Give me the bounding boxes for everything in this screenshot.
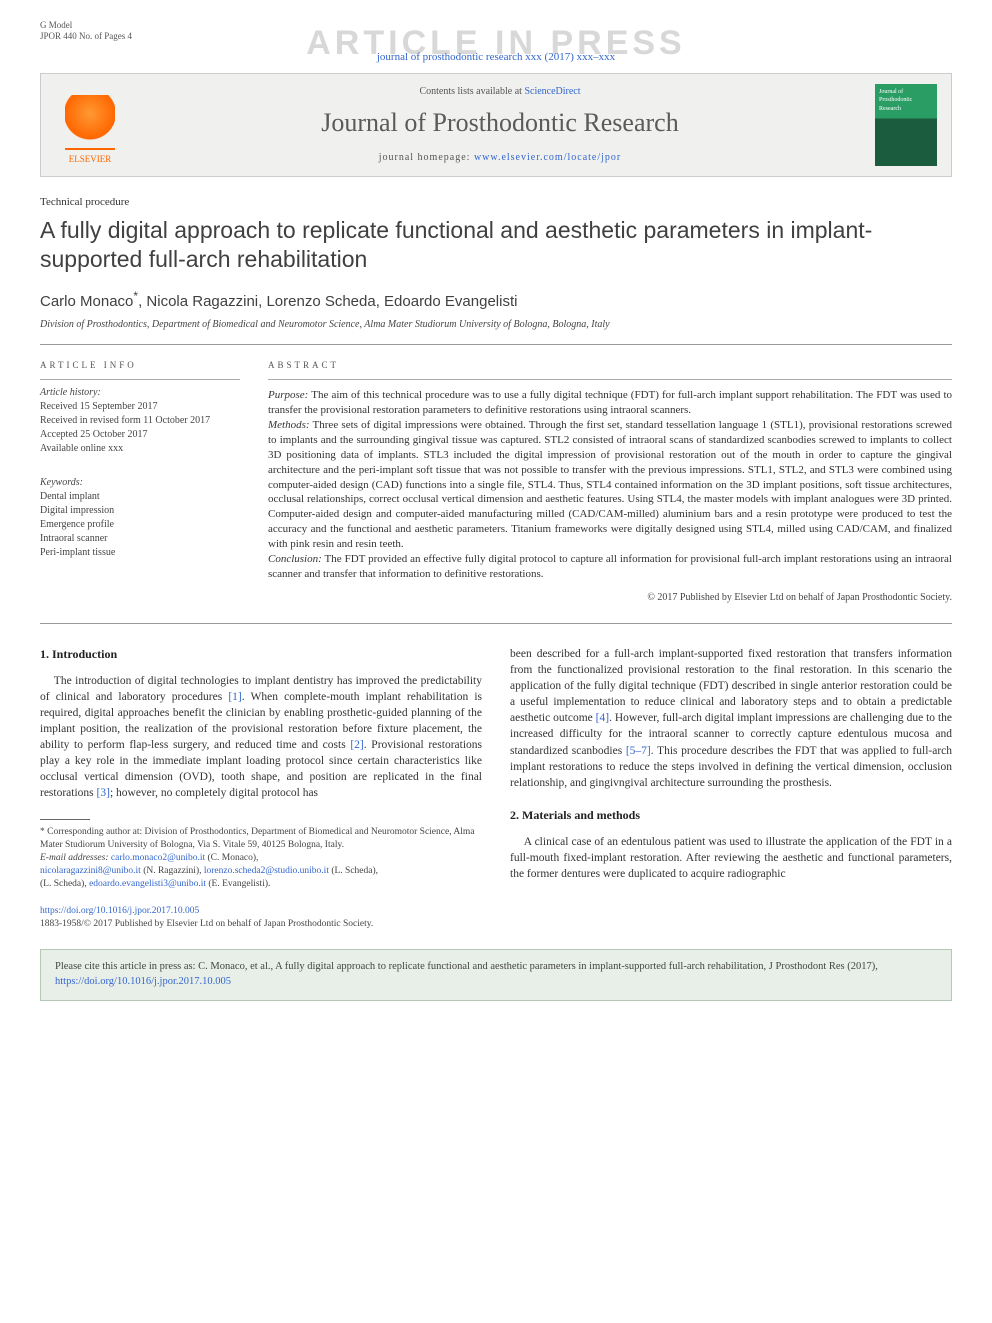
email-addresses: E-mail addresses: carlo.monaco2@unibo.it…	[40, 852, 482, 890]
intro-paragraph-1: The introduction of digital technologies…	[40, 673, 482, 802]
divider	[40, 344, 952, 345]
journal-citation: journal of prosthodontic research xxx (2…	[40, 50, 952, 65]
affiliation: Division of Prosthodontics, Department o…	[40, 318, 952, 332]
body-col-left: 1. Introduction The introduction of digi…	[40, 646, 482, 891]
received-date: Received 15 September 2017	[40, 400, 240, 414]
cite-text: Please cite this article in press as: C.…	[55, 961, 878, 972]
corresponding-author: * Corresponding author at: Division of P…	[40, 826, 482, 852]
ref-link-2[interactable]: [2]	[350, 739, 363, 751]
header-center: Contents lists available at ScienceDirec…	[139, 85, 861, 165]
accepted-date: Accepted 25 October 2017	[40, 428, 240, 442]
citation-box: Please cite this article in press as: C.…	[40, 949, 952, 1000]
keywords-label: Keywords:	[40, 476, 240, 490]
keyword: Peri-implant tissue	[40, 546, 240, 560]
email-link[interactable]: carlo.monaco2@unibo.it	[111, 853, 205, 863]
info-abstract-row: ARTICLE INFO Article history: Received 1…	[40, 359, 952, 605]
article-type: Technical procedure	[40, 195, 952, 210]
divider	[40, 623, 952, 624]
gmodel-header: G Model JPOR 440 No. of Pages 4	[40, 20, 952, 42]
intro-paragraph-2: been described for a full-arch implant-s…	[510, 646, 952, 791]
cover-text: Journal of Prosthodontic Research	[879, 88, 933, 113]
contents-prefix: Contents lists available at	[419, 86, 524, 97]
keyword: Digital impression	[40, 504, 240, 518]
article-title: A fully digital approach to replicate fu…	[40, 216, 952, 274]
email-label: E-mail addresses:	[40, 853, 111, 863]
sciencedirect-link[interactable]: ScienceDirect	[524, 86, 580, 97]
authors: Carlo Monaco*, Nicola Ragazzini, Lorenzo…	[40, 288, 952, 312]
keyword: Intraoral scanner	[40, 532, 240, 546]
article-info-column: ARTICLE INFO Article history: Received 1…	[40, 359, 240, 605]
email-name: (N. Ragazzini),	[141, 866, 204, 876]
issn-line: 1883-1958/© 2017 Published by Elsevier L…	[40, 918, 952, 931]
purpose-label: Purpose:	[268, 389, 308, 401]
email-link[interactable]: nicolaragazzini8@unibo.it	[40, 866, 141, 876]
gmodel-line1: G Model	[40, 20, 952, 31]
intro-heading: 1. Introduction	[40, 646, 482, 663]
homepage-line: journal homepage: www.elsevier.com/locat…	[139, 151, 861, 165]
homepage-prefix: journal homepage:	[379, 152, 474, 163]
conclusion-text: The FDT provided an effective fully digi…	[268, 553, 952, 580]
gmodel-line2: JPOR 440 No. of Pages 4	[40, 31, 952, 42]
methods-text: Three sets of digital impressions were o…	[268, 419, 952, 550]
abstract-heading: ABSTRACT	[268, 359, 952, 372]
footnote-divider	[40, 819, 90, 820]
body-col-right: been described for a full-arch implant-s…	[510, 646, 952, 891]
history-label: Article history:	[40, 386, 240, 400]
email-name: (L. Scheda),	[329, 866, 378, 876]
elsevier-logo: ELSEVIER	[55, 84, 125, 166]
contents-line: Contents lists available at ScienceDirec…	[139, 85, 861, 99]
journal-name: Journal of Prosthodontic Research	[139, 105, 861, 141]
journal-cover-thumbnail: Journal of Prosthodontic Research	[875, 84, 937, 166]
article-history: Article history: Received 15 September 2…	[40, 379, 240, 456]
conclusion-label: Conclusion:	[268, 553, 322, 565]
methods-label: Methods:	[268, 419, 310, 431]
email-name: (E. Evangelisti).	[206, 879, 270, 889]
body-columns: 1. Introduction The introduction of digi…	[40, 646, 952, 891]
body-text: ; however, no completely digital protoco…	[110, 787, 318, 799]
revised-date: Received in revised form 11 October 2017	[40, 414, 240, 428]
elsevier-tree-icon	[65, 95, 115, 150]
abstract-column: ABSTRACT Purpose: The aim of this techni…	[268, 359, 952, 605]
methods-heading: 2. Materials and methods	[510, 807, 952, 824]
email-name: (C. Monaco),	[205, 853, 258, 863]
ref-link-5-7[interactable]: [5–7]	[626, 745, 651, 757]
abstract-text: Purpose: The aim of this technical proce…	[268, 379, 952, 604]
homepage-link[interactable]: www.elsevier.com/locate/jpor	[474, 152, 621, 163]
keyword: Emergence profile	[40, 518, 240, 532]
email-link[interactable]: edoardo.evangelisti3@unibo.it	[89, 879, 206, 889]
journal-header-box: ELSEVIER Contents lists available at Sci…	[40, 73, 952, 177]
online-date: Available online xxx	[40, 442, 240, 456]
copyright: © 2017 Published by Elsevier Ltd on beha…	[268, 591, 952, 605]
ref-link-3[interactable]: [3]	[97, 787, 110, 799]
keyword: Dental implant	[40, 490, 240, 504]
ref-link-4[interactable]: [4]	[596, 712, 609, 724]
keywords-block: Keywords: Dental implant Digital impress…	[40, 470, 240, 560]
purpose-text: The aim of this technical procedure was …	[268, 389, 952, 416]
elsevier-text: ELSEVIER	[69, 153, 112, 166]
article-info-heading: ARTICLE INFO	[40, 359, 240, 372]
ref-link-1[interactable]: [1]	[228, 691, 241, 703]
doi-link[interactable]: https://doi.org/10.1016/j.jpor.2017.10.0…	[40, 905, 952, 918]
cite-doi-link[interactable]: https://doi.org/10.1016/j.jpor.2017.10.0…	[55, 976, 231, 987]
email-link[interactable]: lorenzo.scheda2@studio.unibo.it	[204, 866, 329, 876]
methods-paragraph-1: A clinical case of an edentulous patient…	[510, 834, 952, 882]
